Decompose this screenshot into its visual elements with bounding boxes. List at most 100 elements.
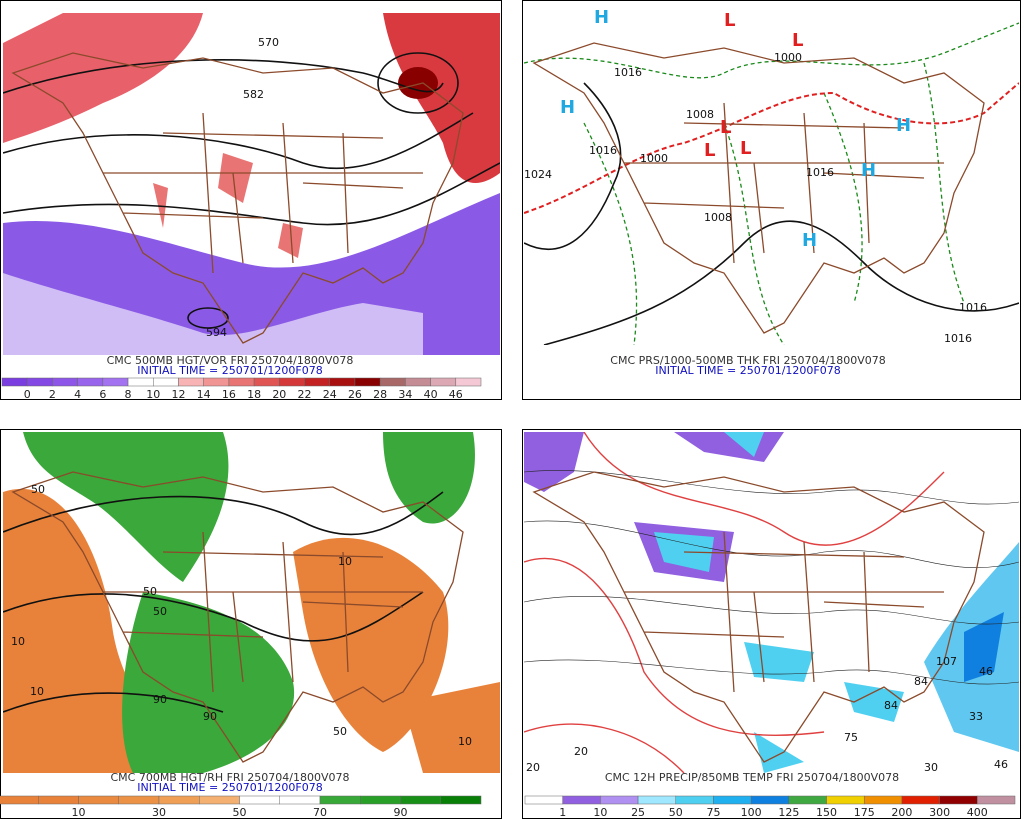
colorbar-swatch: [863, 795, 903, 805]
isobar-label: 1016: [589, 144, 617, 157]
colorbar-label: 175: [854, 806, 875, 819]
precip-label: 84: [914, 675, 928, 688]
colorbar-label: 100: [741, 806, 762, 819]
isobar-label: 1008: [686, 108, 714, 121]
low-marker: L: [740, 138, 751, 159]
contour-label: 50: [31, 483, 45, 496]
map-area: 107 84 84 75 46 46 33 30 20 20: [524, 432, 1019, 773]
colorbar-label: 10: [72, 806, 86, 819]
colorbar-label: 50: [669, 806, 683, 819]
map-area: 570 582 594: [3, 13, 500, 355]
contour-label: 594: [206, 326, 227, 339]
colorbar: 0 2 4 6 8 10 12 14 16 18 20 22 24 26 28 34 40 46: [1, 377, 482, 401]
colorbar-swatch: [0, 795, 39, 805]
contour-label: 10: [338, 555, 352, 568]
precip-label: 75: [844, 731, 858, 744]
colorbar-label: 300: [929, 806, 950, 819]
low-marker: L: [792, 30, 803, 51]
colorbar-label: 200: [891, 806, 912, 819]
colorbar-label: 2: [49, 388, 56, 401]
isobar-label: 1024: [524, 168, 552, 181]
contour-label: 570: [258, 36, 279, 49]
panel-title: CMC 700MB HGT/RH FRI 250704/1800V078: [110, 771, 349, 784]
colorbar-label: 150: [816, 806, 837, 819]
colorbar-label: 75: [706, 806, 720, 819]
colorbar-label: 40: [424, 388, 438, 401]
colorbar-swatch: [713, 795, 752, 805]
contour-label: 10: [30, 685, 44, 698]
panel-title: CMC 500MB HGT/VOR FRI 250704/1800V078: [107, 354, 354, 367]
contour-label: 10: [458, 735, 472, 748]
colorbar-swatch: [102, 377, 129, 387]
colorbar-swatch: [360, 795, 401, 805]
precip-label: 107: [936, 655, 957, 668]
isobar-label: 1016: [806, 166, 834, 179]
colorbar-label: 28: [373, 388, 387, 401]
isobar-label: 1008: [704, 211, 732, 224]
colorbar-swatch: [279, 795, 321, 805]
colorbar-swatch: [158, 795, 200, 805]
colorbar-label: 1: [559, 806, 566, 819]
initial-time: INITIAL TIME = 250701/1200F078: [655, 364, 840, 377]
contour-label: 50: [333, 725, 347, 738]
precip-label: 33: [969, 710, 983, 723]
panel-humidity: 10 10 10 50 50 50 90 90 10 50 CMC 700MB …: [0, 429, 502, 819]
colorbar-swatch: [304, 377, 330, 387]
contour-label: 90: [203, 710, 217, 723]
colorbar-swatch: [77, 377, 104, 387]
high-marker: H: [560, 97, 575, 118]
panel-title: CMC PRS/1000-500MB THK FRI 250704/1800V0…: [610, 354, 885, 367]
panel-title: CMC 12H PRECIP/850MB TEMP FRI 250704/180…: [605, 771, 899, 784]
colorbar-swatch: [319, 795, 361, 805]
colorbar-label: 90: [394, 806, 408, 819]
low-marker: L: [704, 140, 715, 161]
isobar-label: 1016: [614, 66, 642, 79]
contour-label: 50: [153, 605, 167, 618]
colorbar-label: 14: [197, 388, 211, 401]
colorbar-label: 125: [778, 806, 799, 819]
colorbar-label: 50: [233, 806, 247, 819]
colorbar-swatch: [562, 795, 601, 805]
colorbar-swatch: [239, 795, 280, 805]
precip-label: 46: [994, 758, 1008, 771]
colorbar-swatch: [788, 795, 827, 805]
isobar-label: 1016: [944, 332, 972, 345]
colorbar-label: 0: [24, 388, 31, 401]
colorbar-swatch: [118, 795, 160, 805]
isobar-label: 1000: [774, 51, 802, 64]
colorbar-swatch: [38, 795, 79, 805]
colorbar-swatch: [354, 377, 381, 387]
colorbar-swatch: [178, 377, 204, 387]
colorbar-swatch: [78, 795, 119, 805]
map-area: 1016 1016 1000 1008 1000 1008 1024 1016 …: [524, 3, 1019, 345]
colorbar-label: 10: [593, 806, 607, 819]
colorbar-swatch: [977, 795, 1016, 805]
colorbar-swatch: [379, 377, 406, 387]
colorbar-swatch: [675, 795, 714, 805]
colorbar-swatch: [329, 377, 356, 387]
panel-pressure: 1016 1016 1000 1008 1000 1008 1024 1016 …: [522, 0, 1021, 400]
contour-label: 10: [11, 635, 25, 648]
colorbar-label: 4: [74, 388, 81, 401]
colorbar-label: 20: [272, 388, 286, 401]
colorbar-swatch: [440, 795, 482, 805]
colorbar: 1 10 25 50 75 100 125 150 175 200 300 400: [524, 795, 1016, 819]
colorbar-label: 400: [967, 806, 988, 819]
colorbar-label: 26: [348, 388, 362, 401]
colorbar-label: 6: [99, 388, 106, 401]
colorbar-label: 25: [631, 806, 645, 819]
colorbar: 10 30 50 70 90: [0, 795, 482, 819]
colorbar-swatch: [826, 795, 865, 805]
colorbar-label: 30: [152, 806, 166, 819]
high-marker: H: [594, 7, 609, 28]
contour-label: 50: [143, 585, 157, 598]
colorbar-label: 22: [298, 388, 312, 401]
colorbar-swatch: [637, 795, 677, 805]
contour-label: 90: [153, 693, 167, 706]
high-marker: H: [896, 115, 911, 136]
colorbar-label: 18: [247, 388, 261, 401]
colorbar-label: 16: [222, 388, 236, 401]
colorbar-swatch: [405, 377, 431, 387]
